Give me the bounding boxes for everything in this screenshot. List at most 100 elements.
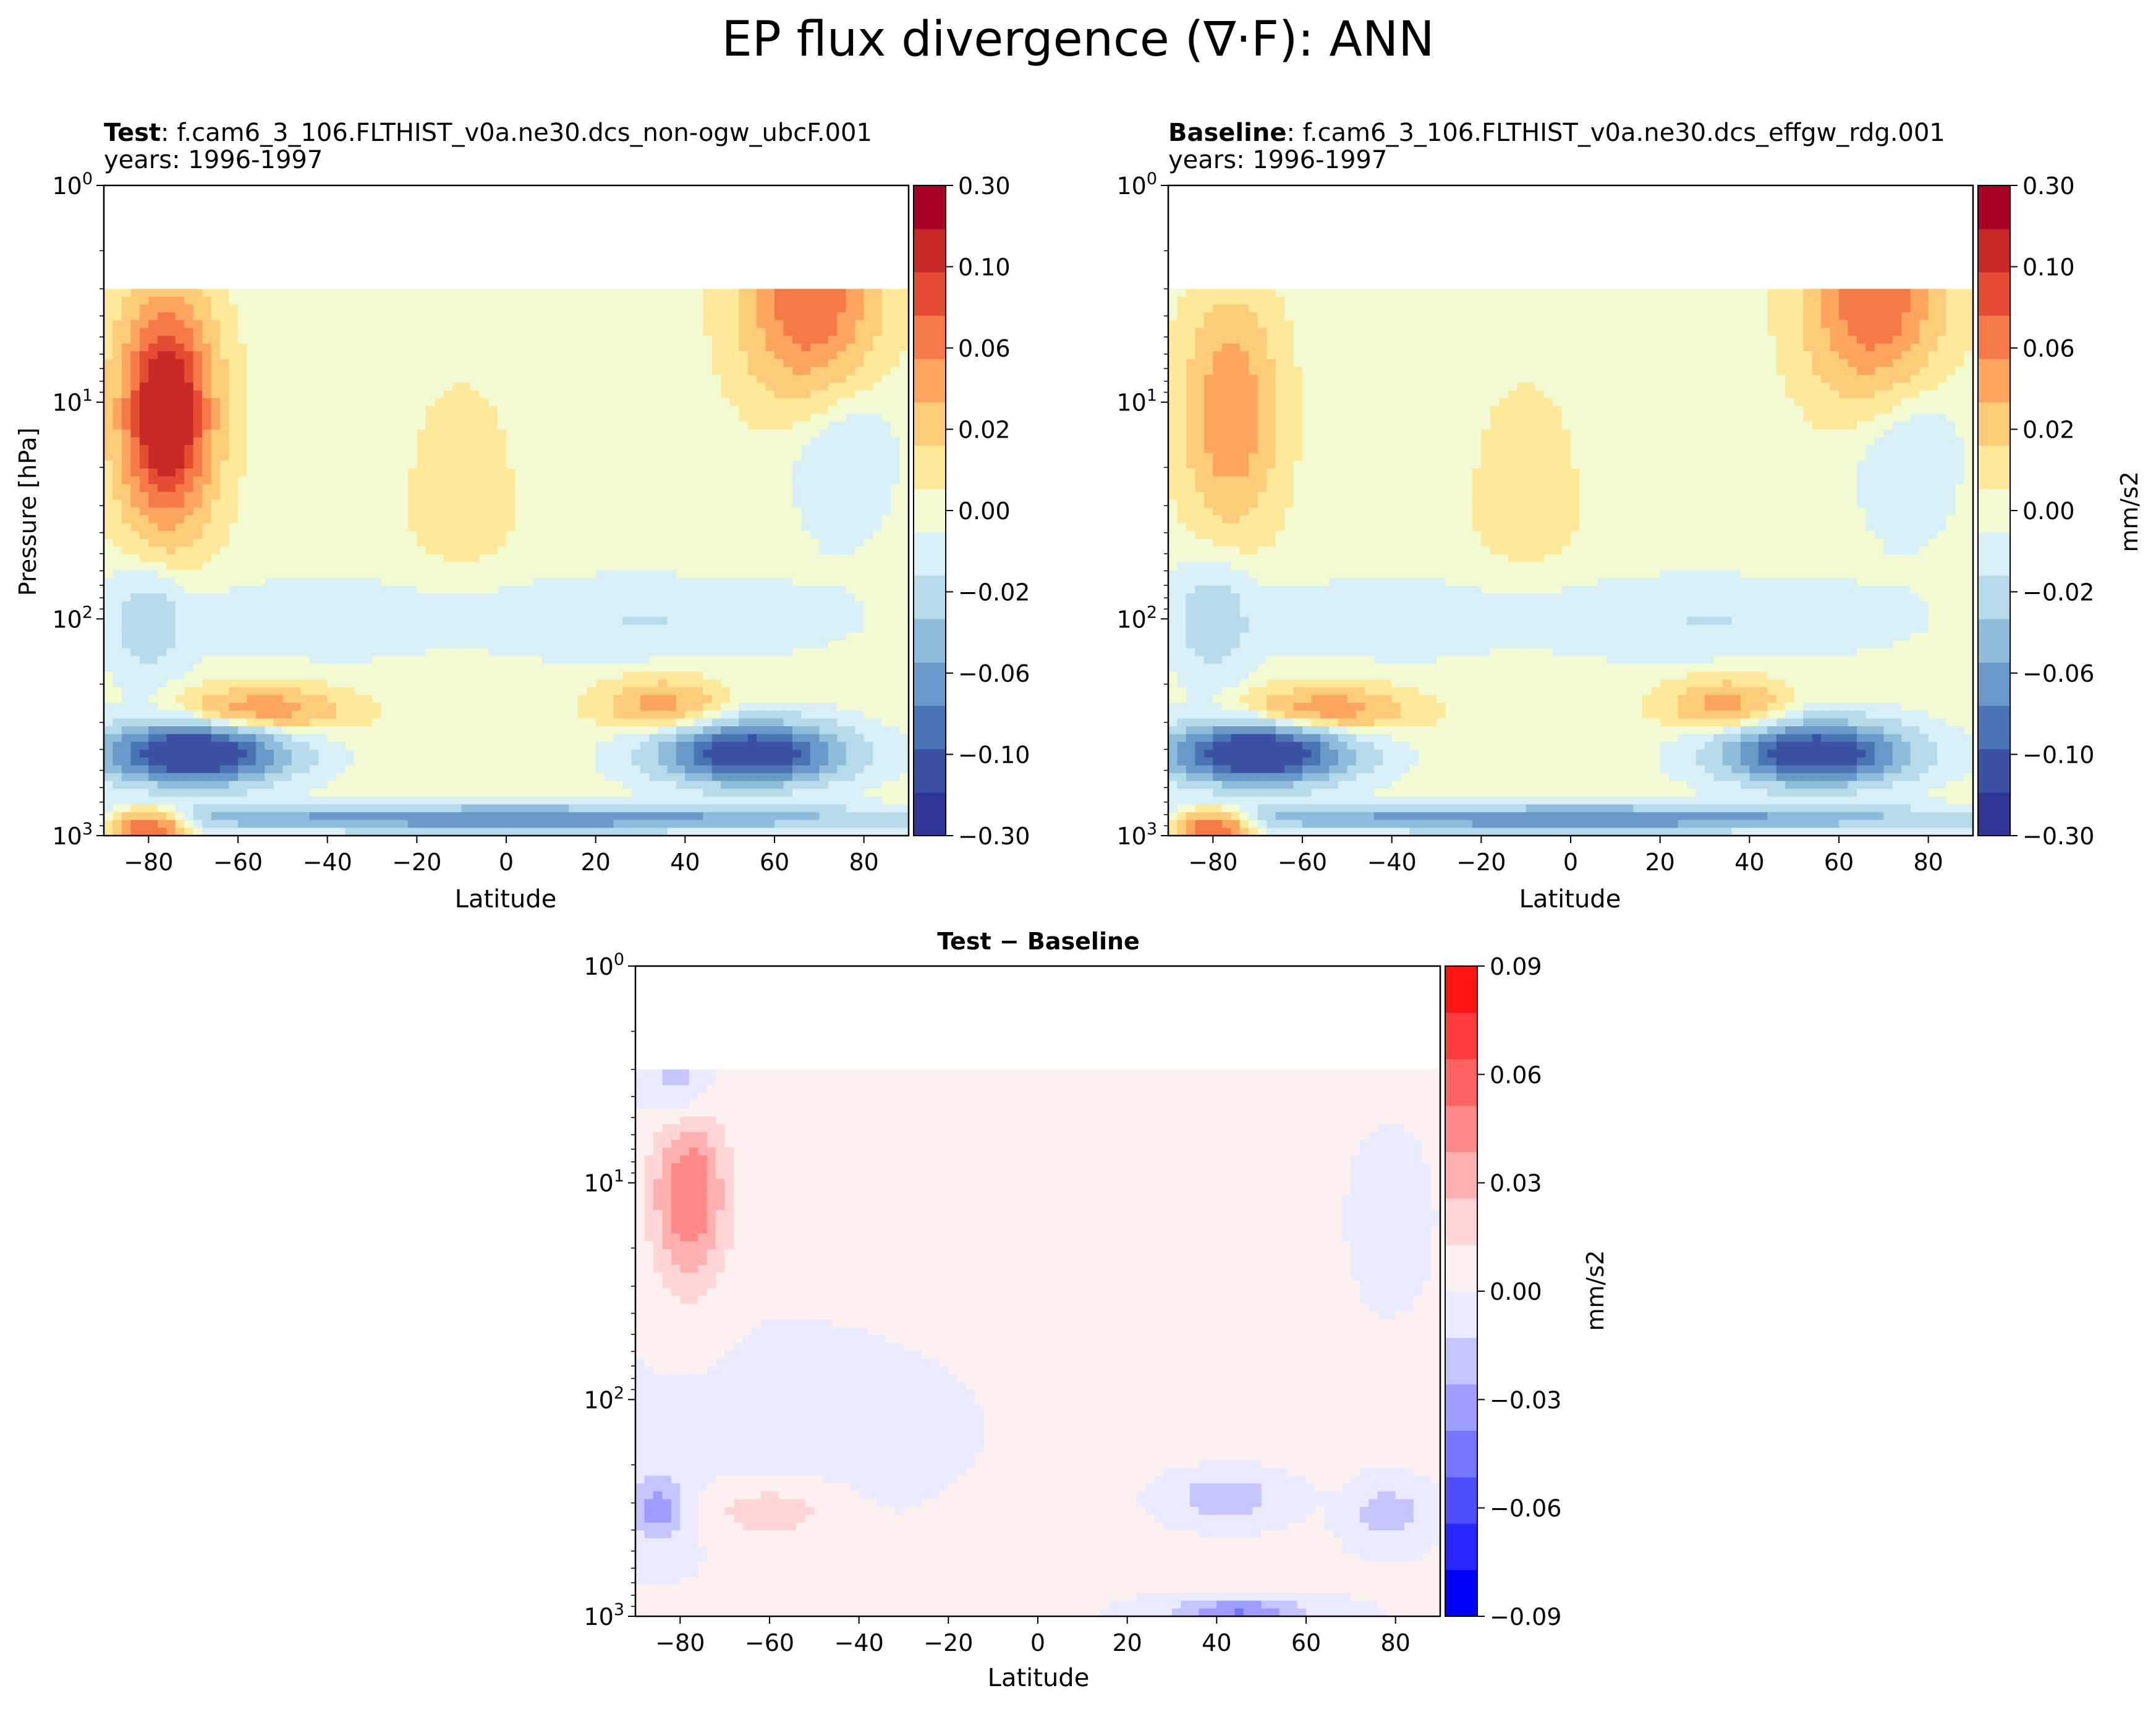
heatmap-cell [792,336,802,344]
heatmap-cell [649,351,659,360]
heatmap-cell [667,484,677,493]
heatmap-cell [282,491,292,501]
heatmap-cell [729,679,739,688]
heatmap-cell [363,601,373,610]
heatmap-cell [497,679,507,688]
heatmap-cell [479,562,489,570]
heatmap-cell [470,656,480,664]
heatmap-cell [470,515,480,524]
heatmap-cell [399,491,409,501]
heatmap-cell [139,336,149,344]
heatmap-cell [605,679,614,688]
heatmap-cell [729,577,739,587]
heatmap-cell [363,609,373,617]
heatmap-cell [631,640,641,649]
heatmap-cell [846,671,855,680]
heatmap-cell [757,538,766,547]
heatmap-cell [435,718,444,727]
heatmap-cell [282,640,292,649]
heatmap-cell [703,679,713,688]
heatmap-cell [658,609,668,617]
heatmap-cell [775,390,784,399]
heatmap-cell [757,632,766,641]
heatmap-cell [595,413,605,422]
heatmap-cell [238,624,248,634]
heatmap-cell [587,648,596,656]
heatmap-cell [443,320,453,329]
heatmap-cell [157,523,167,532]
heatmap-cell [318,624,328,634]
heatmap-cell [229,405,239,415]
heatmap-cell [649,375,659,383]
heatmap-cell [649,468,659,477]
heatmap-cell [837,398,847,407]
heatmap-cell [148,507,158,516]
heatmap-cell [729,695,739,703]
heatmap-cell [622,304,632,313]
heatmap-cell [202,546,212,555]
heatmap-cell [747,304,757,313]
heatmap-cell [881,648,891,656]
heatmap-cell [265,703,274,711]
heatmap-cell [425,648,435,656]
heatmap-cell [112,328,122,336]
heatmap-cell [130,336,140,344]
heatmap-cell [783,499,793,508]
heatmap-cell [148,367,158,375]
heatmap-cell [327,367,337,375]
heatmap-cell [282,445,292,454]
heatmap-cell [488,687,498,696]
heatmap-cell [613,499,623,508]
heatmap-cell [229,632,239,641]
heatmap-cell [282,523,292,532]
heatmap-cell [461,367,471,375]
heatmap-cell [318,336,328,344]
heatmap-cell [300,656,310,664]
heatmap-cell [354,671,364,680]
heatmap-cell [524,601,533,610]
heatmap-cell [488,570,498,579]
heatmap-cell [452,656,462,664]
heatmap-cell [121,624,131,634]
heatmap-cell [247,499,257,508]
heatmap-cell [810,601,820,610]
heatmap-cell [881,296,891,305]
heatmap-cell [721,429,731,438]
heatmap-cell [425,367,435,375]
heatmap-cell [667,375,677,383]
heatmap-cell [435,328,444,336]
heatmap-cell [381,523,391,532]
heatmap-cell [399,499,409,508]
heatmap-cell [363,671,373,680]
heatmap-cell [479,422,489,430]
heatmap-cell [515,703,525,711]
heatmap-cell [130,632,140,641]
heatmap-cell [873,296,883,305]
heatmap-cell [193,320,203,329]
heatmap-cell [336,624,346,634]
heatmap-cell [291,304,301,313]
heatmap-cell [354,624,364,634]
heatmap-cell [729,437,739,446]
heatmap-cell [220,398,230,407]
heatmap-cell [658,640,668,649]
heatmap-cell [524,609,533,617]
heatmap-cell [282,687,292,696]
heatmap-cell [381,382,391,391]
heatmap-cell [247,382,257,391]
heatmap-cell [739,710,749,719]
heatmap-cell [631,593,641,602]
heatmap-cell [238,687,248,696]
heatmap-cell [148,452,158,461]
heatmap-cell [747,398,757,407]
heatmap-cell [309,359,319,368]
heatmap-cell [148,585,158,594]
heatmap-cell [497,703,507,711]
heatmap-cell [112,632,122,641]
heatmap-cell [792,663,802,672]
heatmap-cell [104,491,114,501]
heatmap-cell [676,398,685,407]
heatmap-cell [864,687,873,696]
heatmap-cell [389,405,399,415]
heatmap-cell [533,570,543,579]
